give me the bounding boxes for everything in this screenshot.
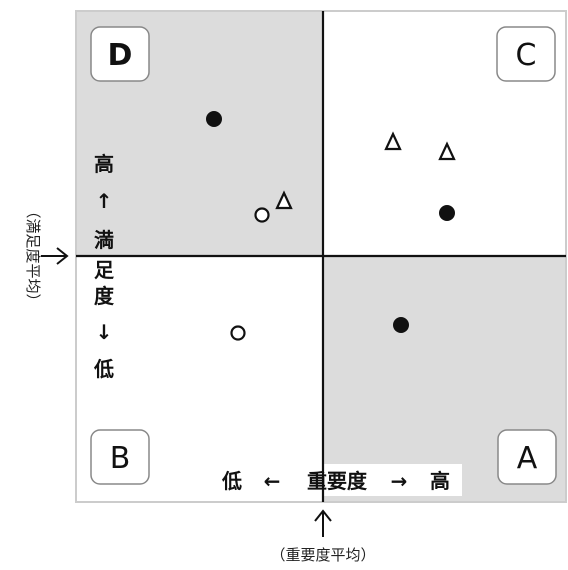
y-axis-label: 高 ↑ 満 足 度 ↓ 低 xyxy=(93,152,115,381)
marker-filled-circle-a xyxy=(393,317,409,333)
quadrant-label-b-text: B xyxy=(110,441,131,476)
marker-open-circle-b xyxy=(230,325,246,341)
y-reference-arrow xyxy=(41,247,69,265)
quadrant-label-b: B xyxy=(90,429,150,485)
y-axis-down-arrow: ↓ xyxy=(96,320,113,344)
x-reference-arrow xyxy=(314,509,332,537)
x-axis-high: 高 xyxy=(430,469,450,493)
y-axis-name-1: 満 xyxy=(94,228,114,252)
x-axis-low: 低 xyxy=(221,469,242,493)
y-axis-name-3: 度 xyxy=(94,284,115,308)
marker-open-triangle-d xyxy=(275,190,293,210)
marker-open-triangle-c-2 xyxy=(438,141,456,161)
quadrant-label-c-text: C xyxy=(516,38,537,73)
marker-filled-circle-d xyxy=(206,111,222,127)
y-reference-label: （満足度平均） xyxy=(24,203,42,308)
quadrant-label-d: D xyxy=(90,26,150,82)
y-axis-low: 低 xyxy=(93,357,114,381)
x-reference-label: （重要度平均） xyxy=(270,546,375,564)
x-axis-name: 重要度 xyxy=(307,469,368,493)
y-axis-up-arrow: ↑ xyxy=(96,189,113,213)
y-axis-high: 高 xyxy=(94,152,114,176)
y-axis-name-2: 足 xyxy=(94,258,115,282)
quadrant-label-a-text: A xyxy=(517,441,538,476)
marker-open-circle-d xyxy=(254,207,270,223)
quadrant-label-a: A xyxy=(497,429,557,485)
x-axis-label-backing xyxy=(212,464,462,496)
marker-open-triangle-c-1 xyxy=(384,131,402,151)
x-axis-right-arrow: → xyxy=(391,469,408,493)
marker-filled-circle-c xyxy=(439,205,455,221)
quadrant-label-c: C xyxy=(496,26,556,82)
x-axis-label: 低 ← 重要度 → 高 xyxy=(221,469,450,493)
x-axis-left-arrow: ← xyxy=(264,469,281,493)
quadrant-label-d-text: D xyxy=(108,38,133,73)
